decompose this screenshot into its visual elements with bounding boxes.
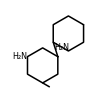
Text: H₂N: H₂N bbox=[12, 52, 27, 61]
Text: H₂N: H₂N bbox=[54, 43, 69, 52]
